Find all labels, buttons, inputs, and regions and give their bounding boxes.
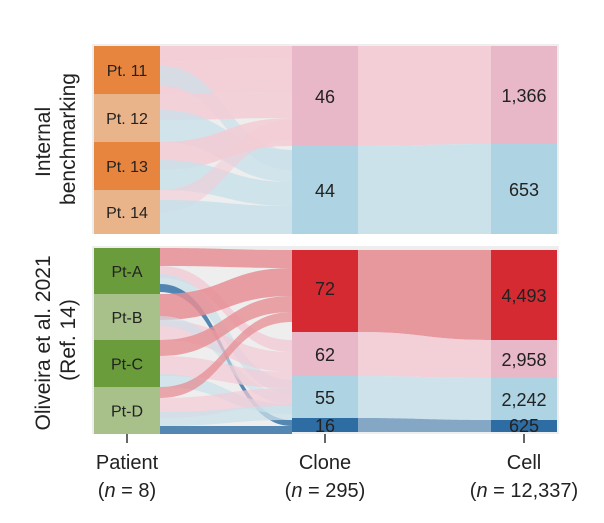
bottom-flows — [160, 248, 491, 434]
n-symbol: n — [104, 480, 115, 502]
top-flow-clone-cell — [358, 144, 491, 234]
cell-node-value: 653 — [509, 180, 539, 200]
patient-node — [94, 340, 160, 387]
cell-node-value: 4,493 — [501, 286, 546, 306]
cell-axis-count: (n = 12,337) — [470, 480, 578, 502]
clone-node — [292, 146, 358, 234]
patient-node — [94, 248, 160, 294]
patient-node — [94, 387, 160, 434]
x-axis: Patient (n = 8) Clone (n = 295) Cell (n … — [96, 434, 578, 502]
top-nodes: Pt. 11 Pt. 12 Pt. 13 Pt. 14 46 44 1,366 653 — [94, 46, 557, 234]
clone-node-value: 62 — [315, 345, 335, 365]
patient-node-label: Pt. 13 — [106, 159, 148, 176]
bottom-flow-patient-clone — [160, 266, 292, 352]
clone-node-value: 72 — [315, 279, 335, 299]
bottom-flow-patient-clone — [160, 426, 292, 434]
cell-node — [491, 250, 557, 340]
patient-node-label: Pt. 11 — [107, 63, 148, 80]
clone-node — [292, 418, 358, 432]
clone-node — [292, 46, 358, 146]
top-panel-label: Internal benchmarking — [32, 73, 80, 205]
cell-node-value: 1,366 — [501, 86, 546, 106]
patient-node-label: Pt-B — [111, 310, 142, 327]
top-flow-patient-clone — [160, 92, 292, 120]
cell-n-value: 12,337 — [510, 480, 571, 502]
bottom-panel-label-line1: Oliveira et al. 2021 — [32, 255, 55, 430]
patient-node — [94, 190, 160, 234]
bottom-nodes: Pt-A Pt-B Pt-C Pt-D 72 62 55 16 4,493 2,958 2,242 6… — [94, 248, 557, 436]
clone-axis-count: (n = 295) — [285, 480, 366, 502]
clone-node-value: 46 — [315, 87, 335, 107]
n-symbol: n — [476, 480, 487, 502]
top-panel-label-line1: Internal — [32, 107, 55, 177]
n-symbol: n — [291, 480, 302, 502]
top-flow-clone-cell — [358, 46, 491, 146]
patient-node-label: Pt. 12 — [106, 111, 148, 128]
bottom-panel-label-line2: (Ref. 14) — [57, 299, 80, 381]
bottom-flow-patient-clone — [160, 248, 292, 268]
patient-node — [94, 46, 160, 94]
top-flows — [160, 46, 491, 234]
clone-node-value: 55 — [315, 388, 335, 408]
cell-node-value: 2,242 — [501, 390, 546, 410]
patient-axis-count: (n = 8) — [98, 480, 156, 502]
bottom-panel-label: Oliveira et al. 2021 (Ref. 14) — [32, 250, 80, 431]
patient-node — [94, 294, 160, 340]
cell-node — [491, 340, 557, 378]
patient-node-label: Pt-C — [111, 357, 143, 374]
bottom-flow-patient-clone — [160, 356, 292, 388]
top-flow-patient-clone — [160, 200, 292, 234]
clone-axis-title: Clone — [299, 452, 351, 474]
clone-node — [292, 332, 358, 376]
patient-node-label: Pt-D — [111, 404, 143, 421]
clone-n-value: 295 — [325, 480, 358, 502]
cell-node-value: 625 — [509, 416, 539, 436]
patient-n-value: 8 — [138, 480, 149, 502]
clone-node-value: 16 — [315, 416, 335, 436]
clone-node — [292, 376, 358, 418]
bottom-flow-clone-cell — [358, 418, 491, 432]
top-panel: Pt. 11 Pt. 12 Pt. 13 Pt. 14 46 44 1,366 653 Int… — [32, 44, 559, 234]
cell-node — [491, 46, 557, 144]
patient-node-label: Pt-A — [111, 264, 142, 281]
clone-node-value: 44 — [315, 181, 335, 201]
bottom-flow-patient-clone — [160, 312, 292, 398]
bottom-flow-patient-clone — [160, 296, 292, 356]
top-flow-patient-clone — [160, 46, 292, 62]
patient-node — [94, 142, 160, 190]
patient-node — [94, 94, 160, 142]
cell-node — [491, 144, 557, 234]
bottom-flow-patient-clone — [160, 268, 292, 320]
bottom-flow-patient-clone — [160, 406, 292, 426]
top-flow-patient-clone — [160, 160, 292, 206]
cell-node — [491, 420, 557, 432]
patient-axis-title: Patient — [96, 452, 159, 474]
bottom-flow-clone-cell — [358, 332, 491, 378]
bottom-flow-clone-cell — [358, 376, 491, 420]
top-flow-patient-clone — [160, 120, 292, 212]
top-panel-label-line2: benchmarking — [57, 73, 80, 205]
bottom-flow-clone-cell — [358, 250, 491, 340]
bottom-flow-patient-clone — [160, 388, 292, 418]
cell-axis-title: Cell — [507, 452, 541, 474]
clone-node — [292, 250, 358, 332]
cell-node-value: 2,958 — [501, 350, 546, 370]
patient-node-label: Pt. 14 — [106, 205, 148, 222]
cell-node — [491, 378, 557, 420]
bottom-panel: Pt-A Pt-B Pt-C Pt-D 72 62 55 16 4,493 2,958 2,242 6… — [32, 246, 559, 436]
